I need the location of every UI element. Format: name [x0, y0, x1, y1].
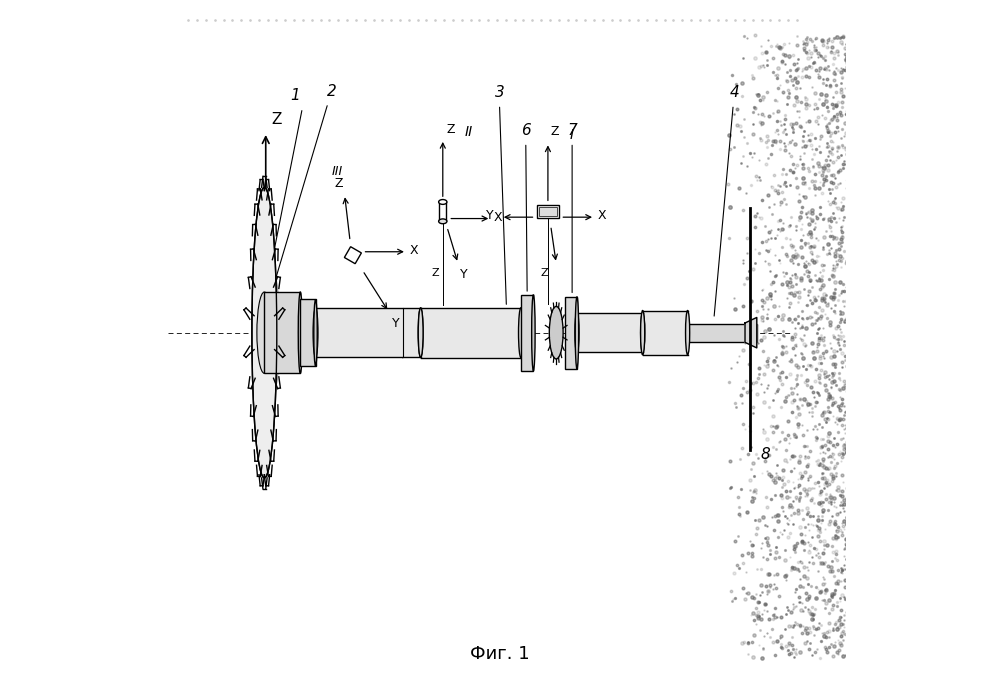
- Text: Z: Z: [540, 268, 548, 279]
- Text: II: II: [465, 125, 474, 139]
- Ellipse shape: [685, 310, 689, 355]
- Bar: [536, 205, 559, 218]
- Text: X: X: [494, 211, 501, 224]
- Text: 6: 6: [520, 123, 530, 138]
- Bar: [642, 310, 687, 355]
- Text: Y: Y: [487, 209, 494, 222]
- Text: X: X: [597, 209, 606, 222]
- Ellipse shape: [439, 219, 447, 224]
- Bar: [316, 308, 421, 357]
- Ellipse shape: [531, 295, 535, 371]
- Ellipse shape: [419, 308, 424, 358]
- Text: I: I: [570, 128, 574, 143]
- Bar: [265, 292, 301, 374]
- Text: Z: Z: [272, 112, 282, 127]
- Bar: [301, 299, 316, 366]
- Bar: [565, 297, 577, 369]
- Polygon shape: [745, 317, 757, 348]
- Ellipse shape: [575, 297, 578, 369]
- Bar: [687, 324, 757, 342]
- Ellipse shape: [419, 308, 424, 357]
- Text: Z: Z: [550, 125, 559, 139]
- Ellipse shape: [640, 313, 644, 352]
- Text: Y: Y: [461, 268, 468, 281]
- Text: X: X: [410, 244, 419, 257]
- Ellipse shape: [549, 306, 563, 359]
- Polygon shape: [345, 247, 362, 264]
- Ellipse shape: [313, 308, 318, 357]
- Bar: [538, 207, 556, 216]
- Bar: [440, 202, 447, 221]
- Text: 1: 1: [291, 88, 301, 103]
- Text: Z: Z: [335, 177, 344, 189]
- Text: Y: Y: [392, 317, 400, 331]
- Ellipse shape: [439, 200, 447, 204]
- Text: 8: 8: [761, 447, 770, 462]
- Text: III: III: [332, 165, 344, 177]
- Bar: [577, 313, 642, 352]
- Ellipse shape: [252, 187, 277, 478]
- Ellipse shape: [518, 308, 523, 358]
- Bar: [520, 295, 533, 371]
- Ellipse shape: [257, 292, 272, 374]
- Text: 3: 3: [495, 85, 504, 100]
- Text: Фиг. 1: Фиг. 1: [470, 645, 529, 663]
- Bar: [421, 308, 520, 358]
- Text: 7: 7: [567, 123, 577, 138]
- Ellipse shape: [640, 310, 644, 355]
- Ellipse shape: [314, 299, 318, 366]
- Text: 4: 4: [730, 85, 739, 100]
- Text: Z: Z: [447, 123, 455, 136]
- Ellipse shape: [574, 313, 579, 352]
- Text: 2: 2: [328, 84, 337, 99]
- Ellipse shape: [299, 292, 303, 374]
- Text: Z: Z: [432, 268, 440, 279]
